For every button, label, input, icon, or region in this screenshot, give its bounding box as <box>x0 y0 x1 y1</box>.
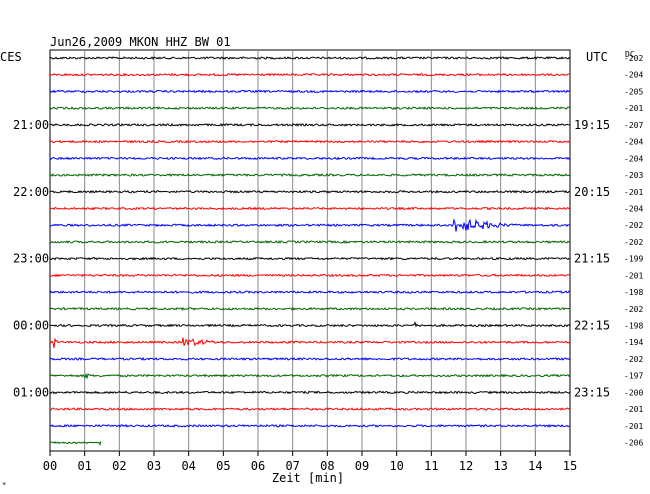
dc-offset-value: -205 <box>624 87 643 96</box>
dc-offset-value: -201 <box>624 188 643 197</box>
minute-gridlines <box>49 49 571 452</box>
dc-offset-value: -201 <box>624 405 643 414</box>
dc-offset-value: -199 <box>624 255 643 264</box>
x-tick-label: 11 <box>424 459 438 473</box>
x-tick-label: 15 <box>563 459 577 473</box>
right-time-label: 22:15 <box>574 319 610 333</box>
dc-offset-value: -204 <box>624 154 643 163</box>
x-tick-label: 08 <box>320 459 334 473</box>
left-time-label: 00:00 <box>13 319 49 333</box>
x-tick-label: 01 <box>77 459 91 473</box>
seismic-trace <box>49 189 571 194</box>
seismic-trace <box>49 441 102 446</box>
x-axis-label: Zeit [min] <box>272 471 344 485</box>
x-tick-label: 07 <box>285 459 299 473</box>
dc-offset-value: -203 <box>624 171 643 180</box>
x-tick-label: 04 <box>181 459 195 473</box>
x-tick-label: 13 <box>493 459 507 473</box>
chart-title: Jun26,2009 MKON HHZ BW 01 <box>50 35 231 49</box>
seismic-trace <box>49 56 571 60</box>
x-tick-label: 02 <box>112 459 126 473</box>
x-tick-label: 03 <box>147 459 161 473</box>
seismic-trace <box>49 173 571 177</box>
seismic-trace <box>49 89 571 94</box>
right-timezone-label: UTC <box>586 50 608 64</box>
seismic-trace <box>49 407 571 412</box>
dc-offset-value: -204 <box>624 138 643 147</box>
dc-offset-value: -207 <box>624 121 643 130</box>
dc-offset-value: -206 <box>624 439 643 448</box>
dc-offset-value: -194 <box>624 338 643 347</box>
seismic-trace <box>49 106 571 111</box>
seismic-trace <box>49 139 571 144</box>
right-time-labels: 19:15 20:15 21:15 22:15 23:15 <box>574 118 610 400</box>
dc-label: DC <box>625 50 635 59</box>
right-time-label: 23:15 <box>574 385 610 399</box>
dc-offset-value: -201 <box>624 422 643 431</box>
seismic-trace <box>49 256 571 261</box>
x-axis: 00 01 02 03 04 05 06 07 08 09 10 11 12 13 14 15 <box>43 451 577 473</box>
seismic-trace <box>49 156 571 161</box>
x-tick-label: 09 <box>355 459 369 473</box>
x-tick-label: 10 <box>389 459 403 473</box>
right-time-label: 19:15 <box>574 118 610 132</box>
seismic-trace <box>49 239 571 244</box>
x-tick-label: 06 <box>251 459 265 473</box>
left-time-label: 01:00 <box>13 385 49 399</box>
plot-frame <box>49 49 571 452</box>
seismic-trace <box>49 122 571 127</box>
dc-offset-value: -201 <box>624 104 643 113</box>
seismic-trace <box>49 306 571 311</box>
seismic-trace <box>49 390 571 395</box>
seismic-trace <box>49 337 571 348</box>
seismic-trace <box>49 290 571 294</box>
seismic-trace <box>49 372 571 380</box>
corner-mark: * <box>2 481 6 489</box>
dc-offset-value: -200 <box>624 388 643 397</box>
left-time-label: 23:00 <box>13 252 49 266</box>
dc-offset-value: -202 <box>624 221 643 230</box>
seismic-trace <box>49 423 571 428</box>
seismic-trace <box>49 273 571 278</box>
dc-offset-value: -204 <box>624 71 643 80</box>
left-time-label: 22:00 <box>13 185 49 199</box>
seismic-trace <box>49 72 571 77</box>
dc-offset-value: -197 <box>624 372 643 381</box>
left-time-label: 21:00 <box>13 118 49 132</box>
dc-offset-value: -202 <box>624 355 643 364</box>
right-time-label: 20:15 <box>574 185 610 199</box>
dc-offset-value: -198 <box>624 322 643 331</box>
dc-offset-value: -202 <box>624 238 643 247</box>
x-tick-label: 12 <box>459 459 473 473</box>
seismic-trace <box>50 218 571 232</box>
x-tick-label: 00 <box>43 459 57 473</box>
seismic-trace <box>49 320 571 328</box>
dc-offset-value: -204 <box>624 204 643 213</box>
right-time-label: 21:15 <box>574 252 610 266</box>
dc-offset-value: -202 <box>624 54 643 63</box>
left-time-labels: 21:00 22:00 23:00 00:00 01:00 <box>13 118 49 400</box>
x-tick-label: 05 <box>216 459 230 473</box>
dc-offset-value: -198 <box>624 288 643 297</box>
seismic-trace <box>49 206 571 211</box>
seismic-traces <box>49 56 571 446</box>
x-tick-label: 14 <box>528 459 542 473</box>
left-timezone-label: CES <box>0 50 22 64</box>
dc-offset-value: -201 <box>624 271 643 280</box>
dc-offset-labels: -202 -204 -205 -201 -207 -204 -204 -203 -201 -204… <box>624 54 643 448</box>
seismic-trace <box>49 356 571 361</box>
dc-offset-value: -202 <box>624 305 643 314</box>
